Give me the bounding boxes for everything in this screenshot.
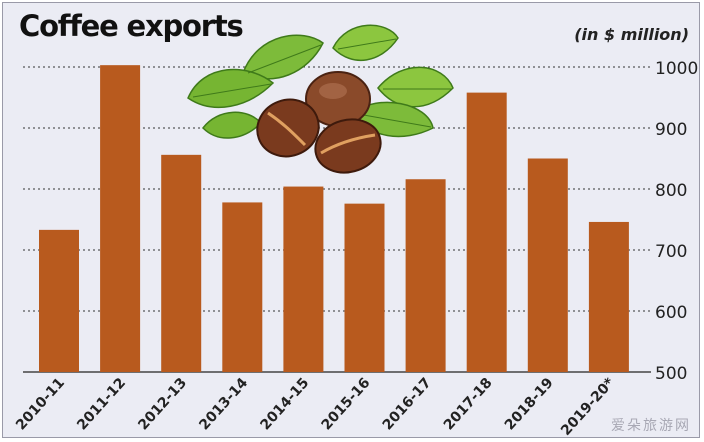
- watermark: 爱朵旅游网: [611, 418, 691, 434]
- chart-title: Coffee exports: [19, 9, 244, 43]
- bar-2014-15: [283, 186, 324, 372]
- bar-2012-13: [161, 154, 202, 372]
- y-tick-label: 1000: [655, 59, 698, 79]
- coffee-beans-leaves-icon: [187, 24, 454, 174]
- y-tick-label: 900: [655, 120, 687, 140]
- y-tick-label: 600: [655, 303, 687, 323]
- x-tick-label: 2016-17: [380, 375, 435, 433]
- x-tick-label: 2018-19: [502, 375, 557, 433]
- x-tick-label: 2013-14: [196, 375, 251, 434]
- y-tick-label: 800: [655, 181, 687, 201]
- bar-2018-19: [527, 158, 568, 372]
- bar-2017-18: [466, 92, 507, 373]
- x-tick-label: 2010-11: [13, 375, 68, 433]
- bar-2013-14: [222, 202, 263, 372]
- bar-2016-17: [405, 179, 446, 372]
- x-tick-label: 2017-18: [441, 375, 496, 433]
- unit-label: (in $ million): [574, 25, 689, 44]
- y-axis-ticks: 500 600 700 800 900 1000: [655, 59, 698, 384]
- chart-frame: 500 600 700 800 900 1000 2010-11 2011-12 2012-1…: [2, 2, 700, 438]
- bar-2019-20*: [588, 221, 629, 372]
- bar-2010-11: [39, 229, 79, 372]
- x-tick-label: 2014-15: [257, 375, 312, 433]
- bar-2015-16: [344, 203, 385, 372]
- bars: [39, 65, 629, 373]
- y-tick-label: 500: [655, 364, 687, 384]
- bar-2011-12: [100, 65, 141, 373]
- x-tick-label: 2015-16: [319, 375, 374, 433]
- bar-chart: 500 600 700 800 900 1000 2010-11 2011-12 2012-1…: [13, 24, 698, 438]
- x-axis-labels: 2010-11 2011-12 2012-13 2013-14 2014-15 2015-…: [13, 374, 618, 438]
- x-tick-label: 2012-13: [135, 375, 190, 433]
- y-tick-label: 700: [655, 242, 687, 262]
- x-tick-label: 2019-20*: [558, 374, 618, 438]
- x-tick-label: 2011-12: [74, 375, 129, 433]
